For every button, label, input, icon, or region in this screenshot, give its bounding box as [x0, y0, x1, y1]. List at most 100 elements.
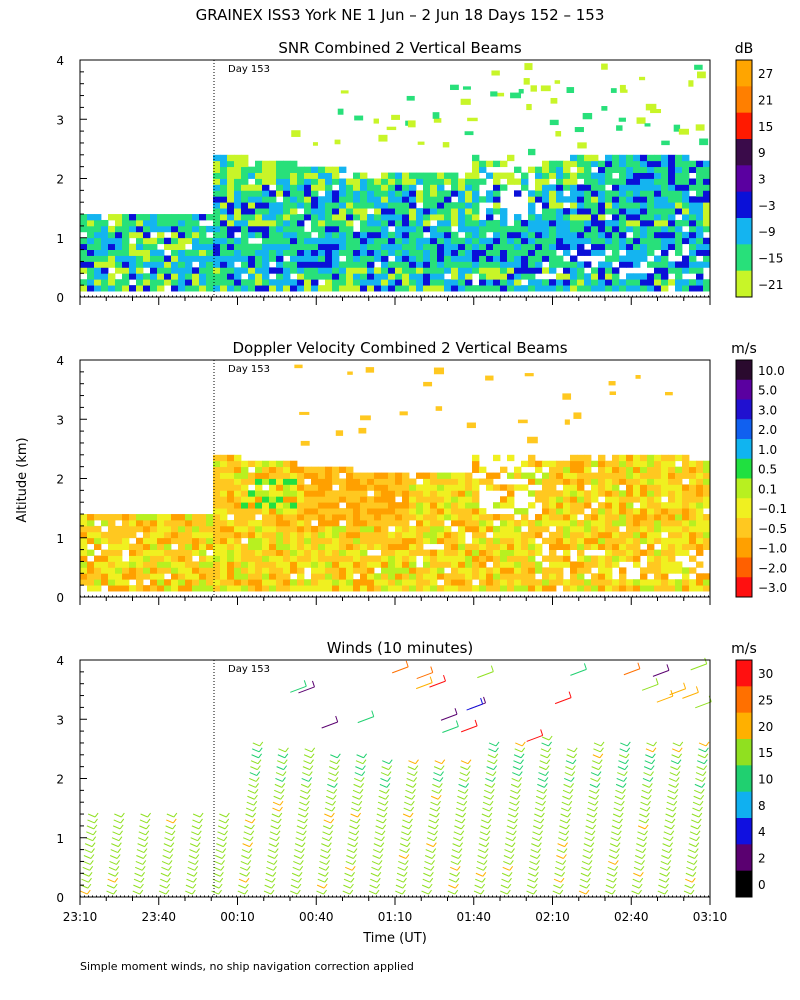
doppler-cell: [570, 531, 578, 539]
snr-cell: [248, 166, 256, 173]
wind-barb-flag: [479, 831, 488, 836]
snr-cell: [465, 184, 473, 191]
doppler-cell: [220, 531, 228, 539]
snr-cell: [290, 219, 298, 227]
snr-cell: [276, 225, 284, 233]
doppler-cell: [612, 531, 620, 539]
doppler-cell: [619, 579, 627, 586]
doppler-cell: [500, 537, 508, 545]
snr-cell: [542, 184, 550, 191]
doppler-cell: [435, 406, 443, 411]
wind-barb-flag: [303, 680, 307, 687]
snr-cell: [472, 214, 480, 221]
snr-cell: [584, 184, 592, 191]
snr-cell: [136, 214, 144, 221]
snr-cell: [654, 154, 662, 162]
wind-barb-shaft: [336, 753, 341, 759]
doppler-cell: [87, 537, 95, 545]
snr-cell: [276, 249, 284, 256]
wind-barb-shaft: [671, 818, 676, 824]
snr-cell: [416, 255, 424, 262]
snr-cell: [283, 285, 291, 292]
doppler-cell: [689, 537, 697, 545]
wind-barb-flag: [450, 860, 458, 865]
doppler-cell: [458, 525, 466, 533]
wind-barb-flag: [667, 795, 675, 800]
wind-barb-flag: [106, 884, 115, 889]
snr-cell: [395, 237, 403, 245]
snr-cell: [633, 261, 641, 268]
doppler-cell: [234, 543, 242, 550]
doppler-cell: [661, 555, 669, 562]
wind-barb-shaft: [195, 854, 200, 859]
snr-cell: [619, 285, 627, 292]
doppler-cell: [248, 579, 256, 586]
snr-cell: [647, 279, 655, 286]
snr-cell: [668, 225, 676, 233]
doppler-cell: [584, 525, 592, 533]
doppler-cell: [339, 514, 347, 521]
snr-cell: [444, 178, 452, 185]
doppler-cell: [640, 466, 648, 473]
snr-cell: [108, 273, 116, 280]
wind-barb-flag: [567, 748, 575, 753]
snr-cell: [584, 190, 592, 197]
doppler-cell: [227, 454, 235, 462]
snr-cell: [703, 243, 711, 250]
doppler-cell: [570, 490, 578, 497]
snr-cell: [675, 225, 683, 233]
wind-barb-flag: [161, 866, 169, 871]
wind-barb-flag: [477, 855, 485, 859]
wind-barb-shaft: [410, 800, 415, 806]
snr-cell: [633, 160, 641, 168]
doppler-cell: [465, 555, 473, 562]
doppler-cell: [402, 496, 410, 503]
snr-cell: [395, 190, 403, 197]
doppler-cell: [381, 525, 389, 533]
doppler-cell: [535, 490, 543, 497]
doppler-cell: [542, 514, 550, 521]
doppler-cell: [360, 567, 368, 574]
wind-barb-shaft: [535, 866, 540, 871]
doppler-cell: [528, 525, 536, 533]
snr-cell: [94, 249, 102, 256]
snr-cell: [668, 261, 676, 268]
doppler-cell: [325, 543, 333, 550]
wind-barb-shaft: [311, 747, 316, 753]
wind-barb-shaft: [539, 830, 543, 836]
snr-cell: [528, 214, 536, 221]
doppler-cell: [500, 561, 508, 568]
doppler-cell: [493, 543, 501, 550]
snr-cell: [444, 255, 452, 262]
snr-cell: [101, 285, 109, 292]
doppler-cell: [213, 466, 221, 473]
snr-cell: [640, 231, 648, 239]
doppler-cell: [535, 460, 543, 468]
wind-barb-flag: [321, 843, 329, 848]
doppler-cell: [416, 543, 424, 550]
doppler-cell: [234, 525, 242, 533]
snr-cell: [610, 88, 617, 93]
snr-cell: [626, 208, 634, 215]
snr-cell: [220, 190, 228, 197]
doppler-cell: [164, 549, 172, 556]
doppler-cell: [185, 537, 193, 545]
doppler-cell: [318, 549, 326, 556]
doppler-cell: [299, 411, 310, 415]
doppler-cell: [395, 573, 403, 580]
doppler-cell: [108, 531, 116, 539]
snr-cell: [395, 196, 403, 203]
doppler-cell: [80, 579, 88, 586]
doppler-cell: [444, 573, 452, 580]
colorbar-label: 10: [758, 773, 773, 787]
wind-barb-flag: [214, 855, 223, 859]
doppler-cell: [437, 514, 445, 521]
doppler-cell: [598, 502, 606, 509]
doppler-cell: [591, 496, 599, 503]
wind-barb-shaft: [388, 759, 393, 764]
doppler-cell: [661, 484, 669, 491]
doppler-cell: [640, 573, 648, 580]
snr-cell: [605, 243, 613, 250]
wind-barb-flag: [238, 884, 246, 889]
snr-cell: [654, 160, 662, 168]
